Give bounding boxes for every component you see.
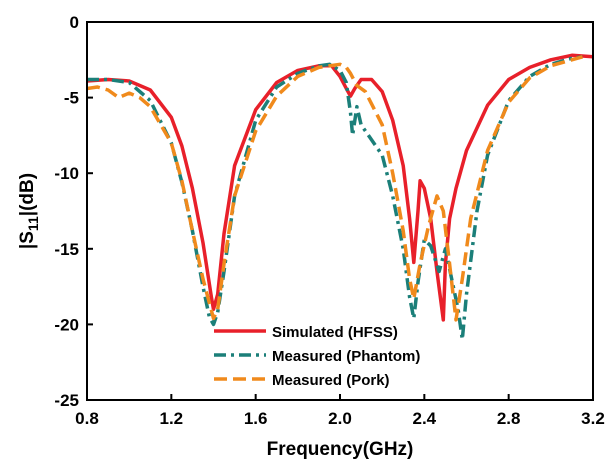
series-line-2 xyxy=(87,55,583,322)
y-tick-label: -10 xyxy=(54,164,79,183)
y-axis-label-subscript: 11 xyxy=(25,216,41,231)
x-tick-label: 1.2 xyxy=(160,409,184,428)
x-tick-label: 2.0 xyxy=(328,409,352,428)
x-tick-label: 2.8 xyxy=(497,409,521,428)
y-tick-label: -5 xyxy=(64,89,79,108)
x-tick-label: 2.4 xyxy=(413,409,437,428)
x-tick-label: 1.6 xyxy=(244,409,268,428)
legend-label: Simulated (HFSS) xyxy=(272,324,398,341)
series-line-1 xyxy=(87,55,583,342)
legend-label: Measured (Pork) xyxy=(272,372,390,389)
y-axis-label-text: |S11|(dB) xyxy=(17,173,41,249)
y-axis-label-rest: |(dB) xyxy=(17,173,38,216)
y-tick-label: 0 xyxy=(70,13,79,32)
series-layer xyxy=(87,53,593,342)
x-tick-label: 0.8 xyxy=(75,409,99,428)
x-axis-label: Frequency(GHz) xyxy=(267,439,414,460)
x-tick-label: 3.2 xyxy=(581,409,605,428)
plot-frame xyxy=(86,21,594,401)
series-line-0 xyxy=(87,53,593,322)
y-tick-label: -15 xyxy=(54,240,79,259)
legend-label: Measured (Phantom) xyxy=(272,348,420,365)
y-axis-label-main: |S xyxy=(17,231,38,249)
y-tick-label: -20 xyxy=(54,315,79,334)
y-tick-label: -25 xyxy=(54,391,79,410)
legend: Simulated (HFSS) Measured (Phantom) Measur… xyxy=(214,324,420,389)
y-axis-label: |S11|(dB) xyxy=(17,173,41,249)
